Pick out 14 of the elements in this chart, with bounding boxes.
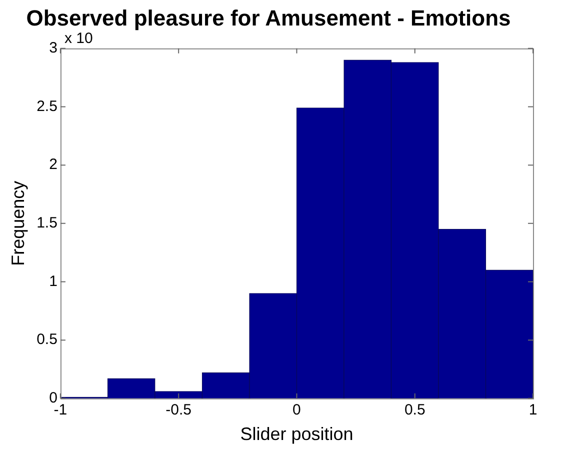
y-axis-title: Frequency bbox=[8, 180, 28, 266]
x-tick-label: 1 bbox=[528, 402, 538, 419]
x-tick-label: 0 bbox=[292, 402, 301, 419]
x-axis-title: Slider position bbox=[240, 424, 354, 444]
y-tick-label: 3 bbox=[49, 40, 58, 57]
text: x 10 bbox=[64, 30, 93, 48]
y-tick-label: 0.5 bbox=[36, 331, 58, 348]
chart-title: Observed pleasure for Amusement - Emotions bbox=[26, 5, 511, 30]
y-tick-label: 1.5 bbox=[36, 214, 58, 232]
x-tick-label: -0.5 bbox=[166, 402, 192, 419]
y-tick-label: 2.5 bbox=[36, 98, 58, 115]
y-tick-label: 1 bbox=[49, 272, 58, 290]
y-tick-label: 2 bbox=[49, 156, 58, 174]
x-tick-label: 0.5 bbox=[404, 402, 426, 419]
